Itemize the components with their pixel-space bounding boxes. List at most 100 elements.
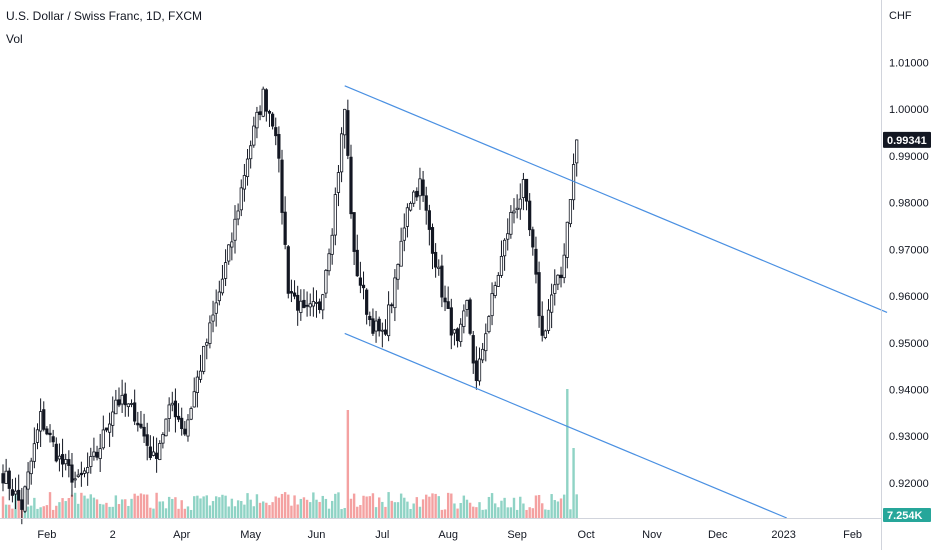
volume-bar	[51, 509, 55, 518]
candle	[465, 300, 469, 310]
volume-bar	[403, 497, 406, 518]
candle	[180, 417, 184, 429]
candle	[167, 404, 171, 419]
candle	[54, 443, 58, 462]
candle	[192, 391, 196, 408]
candle	[430, 227, 435, 254]
volume-bar	[246, 493, 249, 518]
time-tick-label: Jun	[308, 529, 326, 541]
candle	[318, 301, 322, 310]
candle	[434, 251, 438, 268]
candle	[86, 467, 90, 474]
volume-bar	[1, 496, 5, 518]
volume-bar	[384, 506, 387, 518]
volume-bar	[556, 501, 560, 518]
candle	[390, 304, 394, 307]
volume-bar	[11, 508, 14, 518]
candle	[114, 399, 118, 415]
volume-bar	[193, 496, 196, 518]
candle	[368, 315, 372, 321]
candle	[29, 460, 33, 475]
candle	[170, 402, 174, 406]
candle	[173, 400, 178, 418]
candle	[205, 342, 209, 346]
volume-bar	[83, 495, 86, 518]
candle	[421, 179, 425, 196]
candle	[183, 428, 187, 435]
candle	[534, 248, 538, 275]
volume-bar	[48, 492, 52, 518]
candle	[280, 159, 284, 213]
candle	[92, 451, 96, 457]
volume-bar	[158, 501, 161, 518]
price-tick-label: 0.93000	[889, 431, 929, 443]
volume-label: Vol	[6, 32, 23, 46]
time-tick-label: May	[240, 529, 261, 541]
volume-bar	[67, 498, 71, 518]
candle	[559, 274, 563, 279]
volume-bar	[142, 494, 146, 518]
volume-bar	[240, 501, 243, 518]
volume-bar	[243, 504, 246, 518]
candle	[402, 227, 406, 241]
volume-bar	[365, 496, 368, 518]
volume-bar	[493, 503, 497, 518]
volume-bar	[371, 493, 375, 518]
candle	[123, 393, 127, 406]
price-tick-label: 0.98000	[889, 198, 929, 210]
volume-bar	[268, 505, 271, 518]
candle	[17, 489, 21, 501]
candle	[239, 187, 243, 211]
candle	[60, 454, 65, 465]
candle	[82, 470, 87, 474]
volume-bar	[387, 492, 390, 518]
volume-bar	[8, 504, 11, 518]
candle	[399, 240, 403, 267]
candle	[51, 436, 55, 443]
volume-bar	[105, 502, 108, 518]
time-tick-label: Oct	[578, 529, 595, 541]
price-tick-label: 0.94000	[889, 385, 929, 397]
candle	[336, 172, 341, 193]
candle	[405, 207, 410, 227]
candle	[540, 315, 544, 336]
candle	[189, 408, 193, 420]
volume-bar	[92, 497, 96, 518]
candle	[415, 190, 419, 198]
volume-bar	[381, 501, 384, 518]
candle	[296, 294, 300, 311]
volume-bar	[337, 492, 340, 518]
candle	[155, 452, 159, 459]
volume-bar	[343, 507, 346, 518]
candle	[330, 234, 334, 255]
volume-bar	[61, 498, 64, 518]
candle	[164, 418, 168, 437]
candle	[481, 348, 485, 361]
volume-bar	[236, 500, 240, 518]
trendline-upper-channel[interactable]	[344, 85, 888, 313]
candle	[274, 127, 278, 137]
trendline-lower-channel[interactable]	[344, 332, 787, 519]
candle	[424, 195, 428, 211]
candle	[468, 299, 472, 334]
candle	[142, 426, 146, 437]
volume-bar	[378, 497, 381, 518]
volume-bar	[356, 506, 359, 518]
candle	[509, 211, 513, 235]
volume-bar	[428, 496, 431, 518]
candle	[57, 455, 62, 460]
candle	[32, 443, 36, 462]
candle	[565, 221, 569, 258]
candle	[271, 113, 275, 127]
volume-bar	[265, 502, 268, 518]
last-volume-marker: 7.254K	[883, 508, 931, 522]
candle	[10, 489, 15, 496]
volume-bar	[202, 496, 205, 518]
volume-bar	[465, 499, 469, 518]
candle	[490, 293, 494, 317]
candle	[79, 472, 83, 476]
candle	[339, 133, 344, 173]
candle	[393, 277, 397, 309]
candle	[283, 211, 287, 245]
